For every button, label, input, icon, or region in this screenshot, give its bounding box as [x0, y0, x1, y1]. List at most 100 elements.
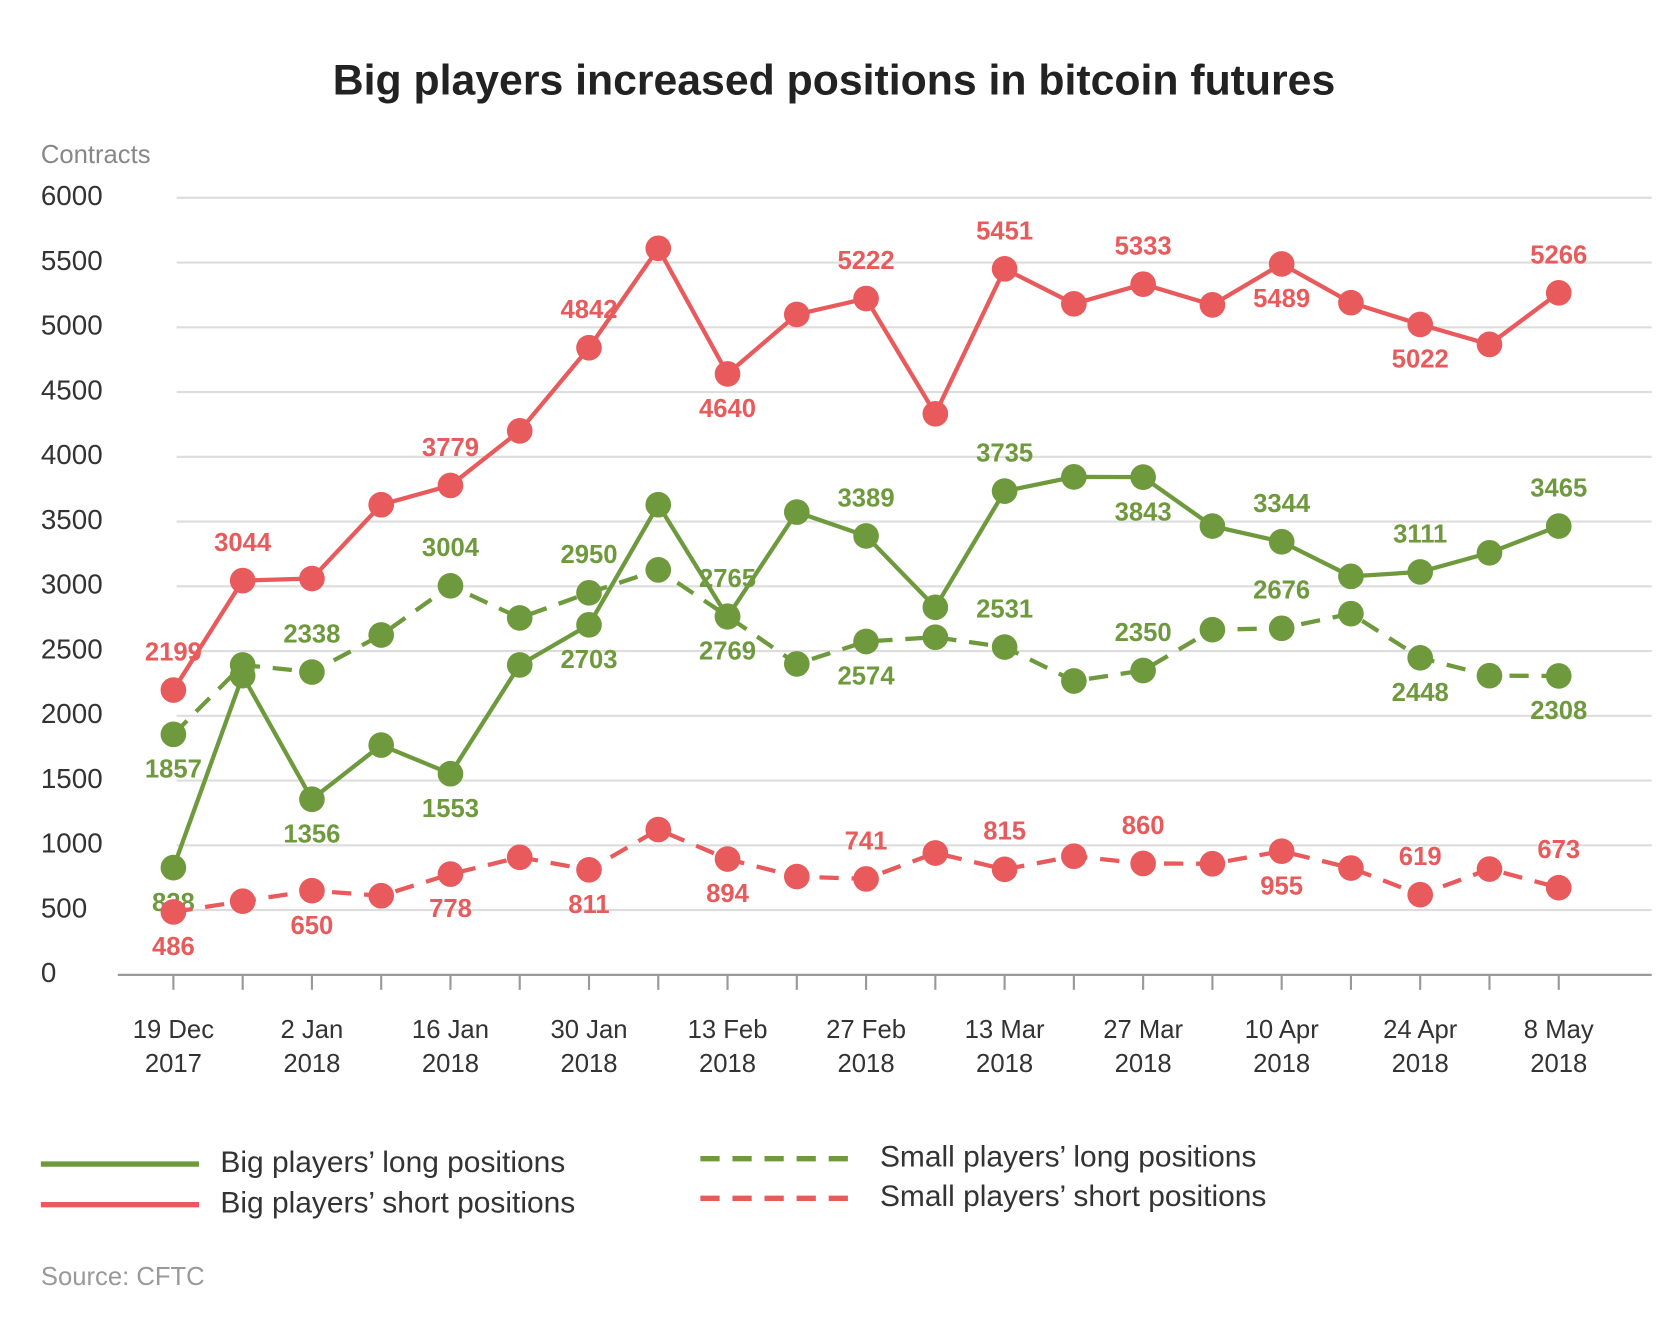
x-tick-wrap: 16 Jan 2018 [411, 1015, 489, 1079]
point [853, 628, 879, 655]
y-tick-label: 1500 [41, 763, 103, 794]
point [1268, 615, 1295, 642]
point [1130, 657, 1156, 684]
legend-label: Big players’ long positions [220, 1146, 565, 1179]
data-label: 650 [291, 912, 334, 940]
data-label: 3843 [1115, 498, 1172, 526]
point [922, 400, 949, 427]
data-label: 1857 [145, 755, 202, 783]
data-label: 2448 [1392, 679, 1449, 707]
data-label: 2574 [838, 663, 896, 691]
point [1061, 668, 1087, 694]
point [1545, 279, 1572, 306]
point [506, 652, 533, 678]
data-label: 619 [1399, 843, 1442, 871]
point [1407, 311, 1434, 338]
point [368, 882, 395, 909]
data-label: 1553 [422, 795, 479, 823]
data-label: 815 [983, 818, 1026, 846]
data-label: 2338 [283, 620, 340, 648]
y-tick-label: 3500 [41, 504, 103, 535]
point [783, 499, 810, 525]
point [991, 478, 1018, 504]
data-label: 3779 [422, 434, 479, 462]
point [160, 721, 187, 748]
data-label: 3735 [976, 440, 1033, 468]
point [1268, 838, 1295, 865]
point [576, 611, 602, 638]
data-label: 4640 [699, 395, 756, 423]
data-label: 860 [1122, 812, 1165, 840]
point [299, 786, 325, 813]
x-tick-wrap: 13 Mar 2018 [965, 1015, 1045, 1078]
x-tick-label: 24 Apr 2018 [1383, 1015, 1458, 1079]
data-label: 3111 [1393, 520, 1447, 548]
point [991, 256, 1018, 282]
x-tick-label: 13 Feb 2018 [687, 1015, 768, 1079]
point [1407, 644, 1434, 671]
legend-label: Small players’ long positions [880, 1141, 1256, 1174]
data-label: 1356 [283, 820, 340, 848]
point [437, 760, 464, 787]
point [1545, 513, 1572, 539]
point [783, 301, 810, 328]
point [299, 565, 325, 592]
data-label: 3004 [422, 534, 480, 562]
data-label: 2350 [1115, 619, 1172, 647]
y-axis-label: Contracts [41, 141, 151, 169]
point [645, 816, 672, 843]
x-tick-label: 16 Jan 2018 [411, 1015, 489, 1079]
point [1268, 528, 1295, 555]
data-label: 2199 [145, 638, 202, 666]
x-tick-wrap: 10 Apr 2018 [1244, 1015, 1319, 1079]
y-tick-label: 2500 [41, 633, 103, 664]
point [645, 491, 672, 518]
point [1407, 559, 1434, 585]
legend-label: Small players’ short positions [880, 1180, 1266, 1213]
point [1199, 292, 1226, 318]
y-tick-label: 5000 [41, 310, 103, 341]
point [506, 418, 533, 444]
point [1476, 856, 1503, 882]
x-tick-wrap: 2 Jan 2018 [280, 1015, 344, 1079]
point [368, 491, 395, 518]
data-label: 2308 [1530, 697, 1587, 725]
point [160, 677, 187, 703]
data-label: 3465 [1530, 475, 1587, 503]
x-tick-wrap: 19 Dec 2017 [133, 1015, 214, 1078]
y-tick-label: 2000 [41, 698, 103, 729]
data-label: 2950 [560, 541, 617, 569]
data-label: 2531 [976, 595, 1033, 623]
point [714, 361, 741, 387]
point [1130, 271, 1156, 297]
x-tick-label: 10 Apr 2018 [1244, 1015, 1319, 1079]
data-label: 2765 [699, 565, 756, 593]
point [991, 856, 1018, 883]
data-label: 5489 [1253, 285, 1310, 313]
data-label: 5022 [1392, 346, 1449, 374]
point [1545, 874, 1572, 901]
x-tick-label: 2 Jan 2018 [280, 1015, 344, 1079]
point [299, 659, 325, 685]
data-label: 811 [568, 891, 609, 919]
point [506, 605, 533, 631]
data-label: 3389 [838, 484, 895, 512]
point [1545, 663, 1572, 689]
point [1199, 616, 1226, 643]
point [1130, 464, 1156, 490]
data-label: 5333 [1115, 233, 1172, 261]
point [437, 572, 464, 599]
point [229, 567, 256, 594]
y-tick-label: 500 [41, 892, 87, 923]
point [1061, 291, 1087, 317]
x-tick-label: 27 Feb 2018 [826, 1015, 907, 1079]
point [1268, 251, 1295, 277]
point [160, 854, 187, 881]
point [783, 863, 810, 890]
x-tick-label: 8 May 2018 [1523, 1015, 1594, 1079]
y-tick-label: 0 [41, 957, 56, 988]
point [645, 557, 672, 583]
data-label: 2769 [699, 637, 756, 665]
point [437, 861, 464, 887]
